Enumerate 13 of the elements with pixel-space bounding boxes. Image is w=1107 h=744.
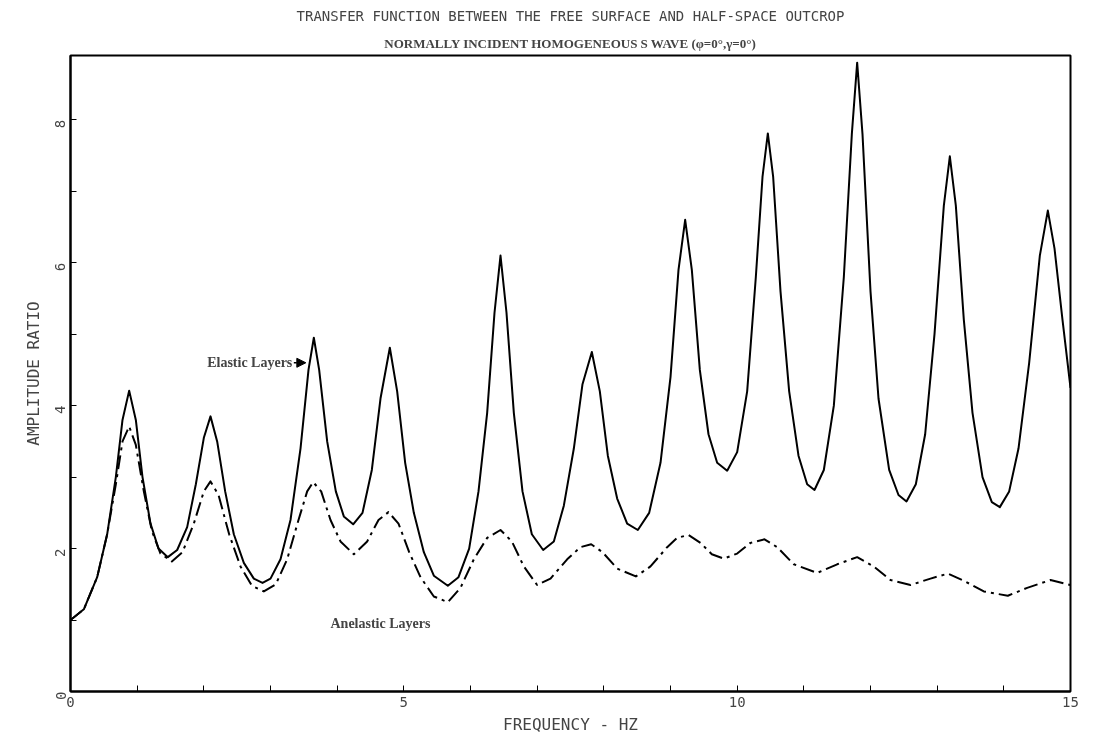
chart-title: TRANSFER FUNCTION BETWEEN THE FREE SURFACE AND HALF-SPACE OUTCROP	[296, 7, 845, 24]
y-tick-label: 6	[52, 262, 69, 272]
x-axis-title: FREQUENCY - HZ	[503, 714, 639, 734]
y-tick-label: 4	[52, 405, 69, 415]
x-tick-label: 15	[1062, 693, 1079, 710]
x-tick-label: 10	[728, 693, 746, 710]
series-label: Anelastic Layers	[330, 616, 431, 632]
x-tick-label: 5	[399, 693, 409, 710]
legend-label: Elastic Layers	[207, 355, 293, 371]
y-tick-label: 2	[52, 548, 69, 558]
y-axis-title: AMPLITUDE RATIO	[23, 301, 43, 446]
y-tick-label: 8	[52, 119, 69, 129]
chart-subtitle: NORMALLY INCIDENT HOMOGENEOUS S WAVE (φ=0°,γ=0°)	[384, 35, 756, 51]
